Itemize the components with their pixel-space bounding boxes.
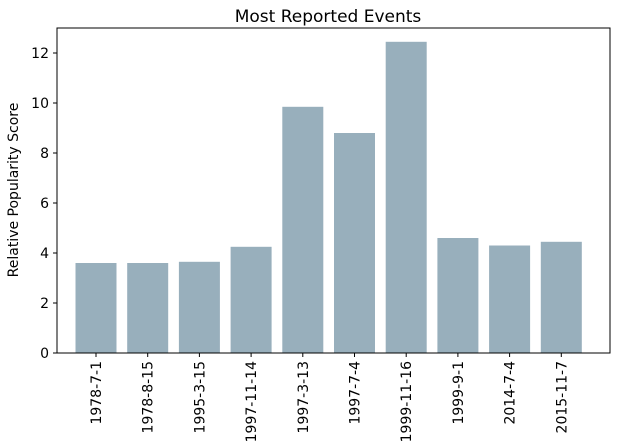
bar-1997-11-14 [230,246,272,354]
bar-2014-7-4 [489,245,531,353]
y-tick-label: 12 [31,46,49,62]
bars-group [75,41,582,354]
y-tick-label: 8 [40,146,49,162]
bar-1995-3-15 [178,261,220,354]
x-tick-label: 1995-3-15 [192,361,208,433]
y-tick-label: 2 [40,296,49,312]
bar-1999-11-16 [385,41,427,354]
y-axis-ticks: 0 2 4 6 8 10 12 [31,46,57,362]
x-tick-label: 2015-11-7 [554,361,570,433]
x-tick-label: 1978-7-1 [89,361,105,425]
bar-1999-9-1 [437,238,479,353]
bar-1997-3-13 [282,106,324,354]
y-tick-label: 0 [40,346,49,362]
x-axis-ticks: 1978-7-1 1978-8-15 1995-3-15 1997-11-14 1997… [89,353,570,442]
bar-2015-11-7 [540,241,582,354]
x-tick-label: 1997-3-13 [296,361,312,433]
plot-frame [56,27,611,354]
x-tick-label: 1978-8-15 [141,361,157,433]
bar-1978-7-1 [75,263,117,353]
x-tick-label: 1997-11-14 [244,361,260,442]
bar-1997-7-4 [334,133,375,353]
y-tick-label: 10 [31,96,49,112]
bar-1978-8-15 [127,263,169,353]
x-tick-label: 1997-7-4 [348,361,364,425]
y-tick-label: 6 [40,196,49,212]
x-tick-label: 2014-7-4 [503,361,519,425]
x-tick-label: 1999-11-16 [399,361,415,442]
y-tick-label: 4 [40,246,49,262]
y-axis-title: Relative Popularity Score [6,103,22,278]
chart-title: Most Reported Events [235,7,422,27]
x-tick-label: 1999-9-1 [451,361,467,425]
